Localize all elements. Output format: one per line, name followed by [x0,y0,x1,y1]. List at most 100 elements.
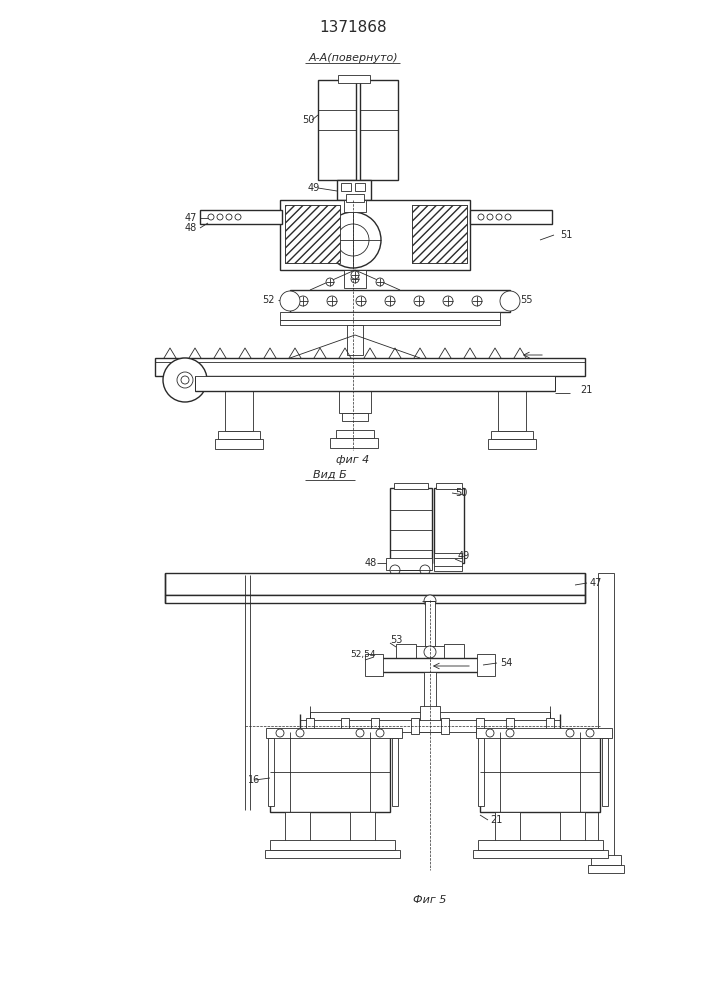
Circle shape [472,296,482,306]
Circle shape [351,275,359,283]
Bar [480,732,600,812]
Bar [266,728,402,738]
Bar [336,430,374,438]
Text: 47: 47 [185,213,197,223]
Bar [215,439,263,449]
Bar [265,850,400,858]
Bar [371,718,379,734]
Bar [392,738,398,806]
Text: Вид Б: Вид Б [313,470,347,480]
Bar [602,738,608,806]
Text: 52: 52 [262,295,274,305]
Bar [218,431,260,439]
Bar [546,718,554,734]
Circle shape [496,214,502,220]
Circle shape [326,278,334,286]
Bar [268,738,274,806]
Bar [280,312,500,320]
Circle shape [208,214,214,220]
Bar [476,718,484,734]
Circle shape [280,291,300,311]
Circle shape [296,729,304,737]
Bar [295,220,313,238]
Circle shape [327,296,337,306]
Circle shape [506,729,514,737]
Bar [434,220,452,238]
Circle shape [566,729,574,737]
Bar [470,210,552,224]
Bar [155,358,585,376]
Bar [380,658,480,672]
Text: 54: 54 [500,658,513,668]
Bar [280,320,500,325]
Circle shape [276,729,284,737]
Circle shape [235,214,241,220]
Bar [394,483,428,489]
Bar [318,80,356,180]
Bar [285,812,310,842]
Bar [337,180,371,200]
Bar [225,391,253,431]
Text: 48: 48 [365,558,378,568]
Text: 51: 51 [560,230,573,240]
Bar [338,75,370,83]
Circle shape [486,729,494,737]
Bar [347,325,363,355]
Bar [350,812,375,842]
Circle shape [443,296,453,306]
Bar [341,183,351,191]
Bar [425,601,435,646]
Text: А-А(повернуто): А-А(повернуто) [308,53,398,63]
Bar [195,376,555,391]
Circle shape [300,225,308,233]
Bar [165,595,585,603]
Circle shape [478,214,484,220]
Bar [441,718,449,734]
Circle shape [325,212,381,268]
Circle shape [163,358,207,402]
Circle shape [356,296,366,306]
Text: 48: 48 [185,223,197,233]
Text: 49: 49 [458,551,470,561]
Bar [591,855,621,865]
Text: 52,54: 52,54 [350,650,375,658]
Bar [300,720,560,732]
Bar [434,553,462,571]
Circle shape [420,565,430,575]
Circle shape [505,214,511,220]
Bar [270,840,395,850]
Circle shape [500,291,520,311]
Bar [415,646,445,658]
Text: 53: 53 [390,635,402,645]
Bar [280,200,470,270]
Bar [506,718,514,734]
Bar [341,718,349,734]
Bar [560,812,585,842]
Circle shape [390,565,400,575]
Bar [200,210,282,224]
Bar [290,290,510,312]
Bar [310,712,550,722]
Bar [285,205,340,263]
Bar [420,706,440,732]
Text: 21: 21 [580,385,592,395]
Bar [396,644,416,660]
Polygon shape [310,270,400,290]
Text: 50: 50 [455,488,467,498]
Bar [355,183,365,191]
Bar [306,718,314,734]
Bar [598,573,614,863]
Bar [339,391,371,413]
Bar [478,738,484,806]
Text: 50: 50 [302,115,315,125]
Bar [412,205,467,263]
Bar [478,840,603,850]
Circle shape [298,296,308,306]
Text: 47: 47 [590,578,602,588]
Circle shape [376,729,384,737]
Text: 16: 16 [248,775,260,785]
Circle shape [424,595,436,607]
Circle shape [385,296,395,306]
Circle shape [356,729,364,737]
Bar [344,270,366,288]
